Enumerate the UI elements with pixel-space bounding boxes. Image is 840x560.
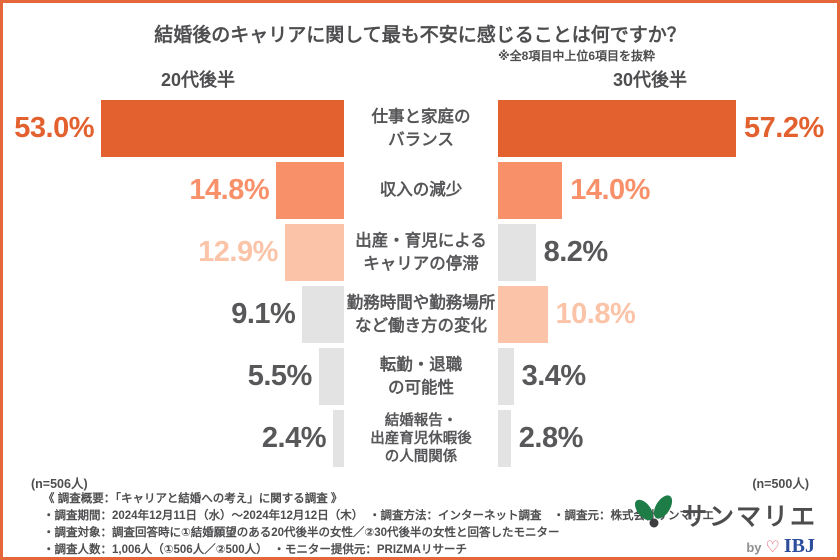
value-label-right: 57.2% [744, 112, 824, 144]
chart-row: 53.0% 仕事と家庭の バランス 57.2% [3, 100, 837, 157]
category-label-line: 出産・育児による [355, 231, 487, 250]
column-header-right: 30代後半 [612, 70, 688, 90]
value-label-left: 14.8% [189, 174, 270, 206]
category-label-line: 仕事と家庭の [371, 107, 471, 126]
brand-logo: サンマリエ by ♡ IBJ [631, 495, 817, 557]
column-header-left: 20代後半 [160, 70, 236, 90]
row-group-left: 53.0% [3, 100, 344, 157]
category-label: 収入の減少 [344, 162, 498, 219]
chart-subtitle: ※全8項目中上位6項目を抜粋 [497, 49, 655, 63]
value-label-left: 12.9% [198, 236, 278, 268]
row-group-left: 9.1% [3, 286, 344, 343]
chart-row: 12.9% 出産・育児による キャリアの停滞 8.2% [3, 224, 837, 281]
category-label: 結婚報告・ 出産育児休暇後 の人間関係 [344, 410, 498, 467]
survey-line-count-monitor: ・調査人数：1,006人（①506人／②500人） ・モニター提供元：PRIZM… [43, 544, 467, 556]
value-label-right: 14.0% [570, 174, 650, 206]
category-label-line: の可能性 [388, 378, 454, 397]
category-label-line: 転勤・退職 [379, 355, 463, 374]
chart-row: 2.4% 結婚報告・ 出産育児休暇後 の人間関係 2.8% [3, 410, 837, 467]
value-label-right: 2.8% [518, 422, 584, 454]
value-label-right: 8.2% [543, 236, 609, 268]
bar-right [498, 410, 511, 467]
bar-left [333, 410, 344, 467]
survey-summary: 《 調査概要：「キャリアと結婚への考え」に関する調査 》 ・調査期間：2024年… [43, 491, 714, 557]
row-group-left: 12.9% [3, 224, 344, 281]
survey-line-overview: 《 調査概要：「キャリアと結婚への考え」に関する調査 》 [43, 493, 343, 505]
value-label-right: 3.4% [521, 360, 587, 392]
category-label: 出産・育児による キャリアの停滞 [344, 224, 498, 281]
value-label-left: 9.1% [231, 298, 296, 330]
by-label: by [746, 540, 762, 555]
row-group-right: 57.2% [498, 100, 837, 157]
chart-title: 結婚後のキャリアに関して最も不安に感じることは何ですか？ [154, 25, 686, 46]
bar-left [302, 286, 344, 343]
sample-size-left: (n=506人) [31, 477, 88, 491]
ibj-label: IBJ [783, 535, 815, 557]
row-group-right: 10.8% [498, 286, 837, 343]
category-label-line: 収入の減少 [379, 181, 463, 199]
bar-right [498, 224, 536, 281]
value-label-left: 53.0% [14, 112, 94, 144]
brand-logo-main: サンマリエ [631, 495, 817, 534]
bar-left [101, 100, 344, 157]
category-label-line: キャリアの停滞 [363, 254, 479, 273]
mistletoe-leaf-icon [631, 495, 677, 534]
bar-right [498, 348, 514, 405]
category-label-line: 出産育児休暇後 [370, 430, 472, 447]
category-label-line: 勤務時間や勤務場所 [346, 293, 496, 312]
category-label: 仕事と家庭の バランス [344, 100, 498, 157]
category-label: 転勤・退職 の可能性 [344, 348, 498, 405]
bar-right [498, 100, 736, 157]
value-label-right: 10.8% [555, 298, 636, 330]
chart-row: 5.5% 転勤・退職の可能性 3.4% [3, 348, 837, 405]
category-label-line: 結婚報告・ [384, 412, 458, 429]
bar-left [318, 348, 344, 405]
bar-left [276, 162, 344, 219]
bar-right [498, 162, 563, 219]
row-group-right: 2.8% [498, 410, 837, 467]
chart-row: 9.1% 勤務時間や勤務場所 など働き方の変化 10.8% [3, 286, 837, 343]
bar-right [498, 286, 548, 343]
row-group-left: 14.8% [3, 162, 344, 219]
heart-icon: ♡ [765, 539, 780, 556]
row-group-left: 2.4% [3, 410, 344, 467]
row-group-right: 3.4% [498, 348, 837, 405]
category-label-line: など働き方の変化 [355, 316, 487, 335]
chart-row: 14.8% 収入の減少 14.0% [3, 162, 837, 219]
category-label-line: バランス [388, 130, 454, 149]
chart-rows: 53.0% 仕事と家庭の バランス 57.2% 14.8% 収入の減少 14.0% 12.9%… [3, 100, 837, 472]
value-label-left: 2.4% [261, 422, 327, 454]
value-label-left: 5.5% [247, 360, 313, 392]
brand-name: サンマリエ [681, 502, 817, 531]
bar-left [284, 224, 344, 281]
category-label-line: の人間関係 [384, 448, 458, 465]
row-group-left: 5.5% [3, 348, 344, 405]
survey-line-target: ・調査対象：調査回答時に①結婚願望のある20代後半の女性／②30代後半の女性と回… [43, 527, 560, 539]
category-label: 勤務時間や勤務場所 など働き方の変化 [344, 286, 498, 343]
sample-size-right: (n=500人) [752, 477, 809, 491]
survey-line-period-method-source: ・調査期間：2024年12月11日（水）〜2024年12月12日（木） ・調査方… [43, 510, 714, 522]
brand-byline: by ♡ IBJ [746, 535, 815, 557]
row-group-right: 14.0% [498, 162, 837, 219]
row-group-right: 8.2% [498, 224, 837, 281]
